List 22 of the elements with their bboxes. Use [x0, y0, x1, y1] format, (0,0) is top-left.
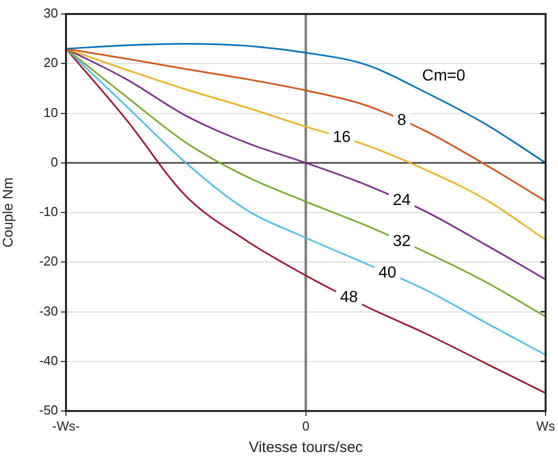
- y-tick-label: 20: [44, 55, 58, 70]
- series-label: 8: [397, 112, 406, 130]
- y-tick-label: -50: [39, 402, 58, 418]
- series-label: 48: [340, 289, 358, 306]
- y-axis-title: Couple Nm: [0, 177, 16, 248]
- series-label: Cm=0: [422, 67, 466, 84]
- y-tick-label: 10: [44, 104, 58, 120]
- y-tick-label: -30: [39, 303, 58, 318]
- x-tick-label: Ws: [536, 418, 556, 434]
- y-tick-label: -40: [39, 352, 58, 368]
- x-tick-label: -Ws-: [52, 418, 80, 434]
- series-label: 16: [332, 129, 351, 146]
- series-label: 32: [392, 232, 411, 250]
- x-axis-title: Vitesse tours/sec: [248, 439, 364, 456]
- y-tick-label: -20: [39, 254, 58, 269]
- y-tick-label: -10: [39, 204, 58, 220]
- x-tick-label: 0: [302, 418, 310, 434]
- y-tick-label: 0: [50, 154, 58, 170]
- y-tick-label: 30: [44, 6, 58, 21]
- line-series: [65, 42, 546, 164]
- series-label: 40: [378, 264, 396, 282]
- series-label: 24: [392, 192, 411, 210]
